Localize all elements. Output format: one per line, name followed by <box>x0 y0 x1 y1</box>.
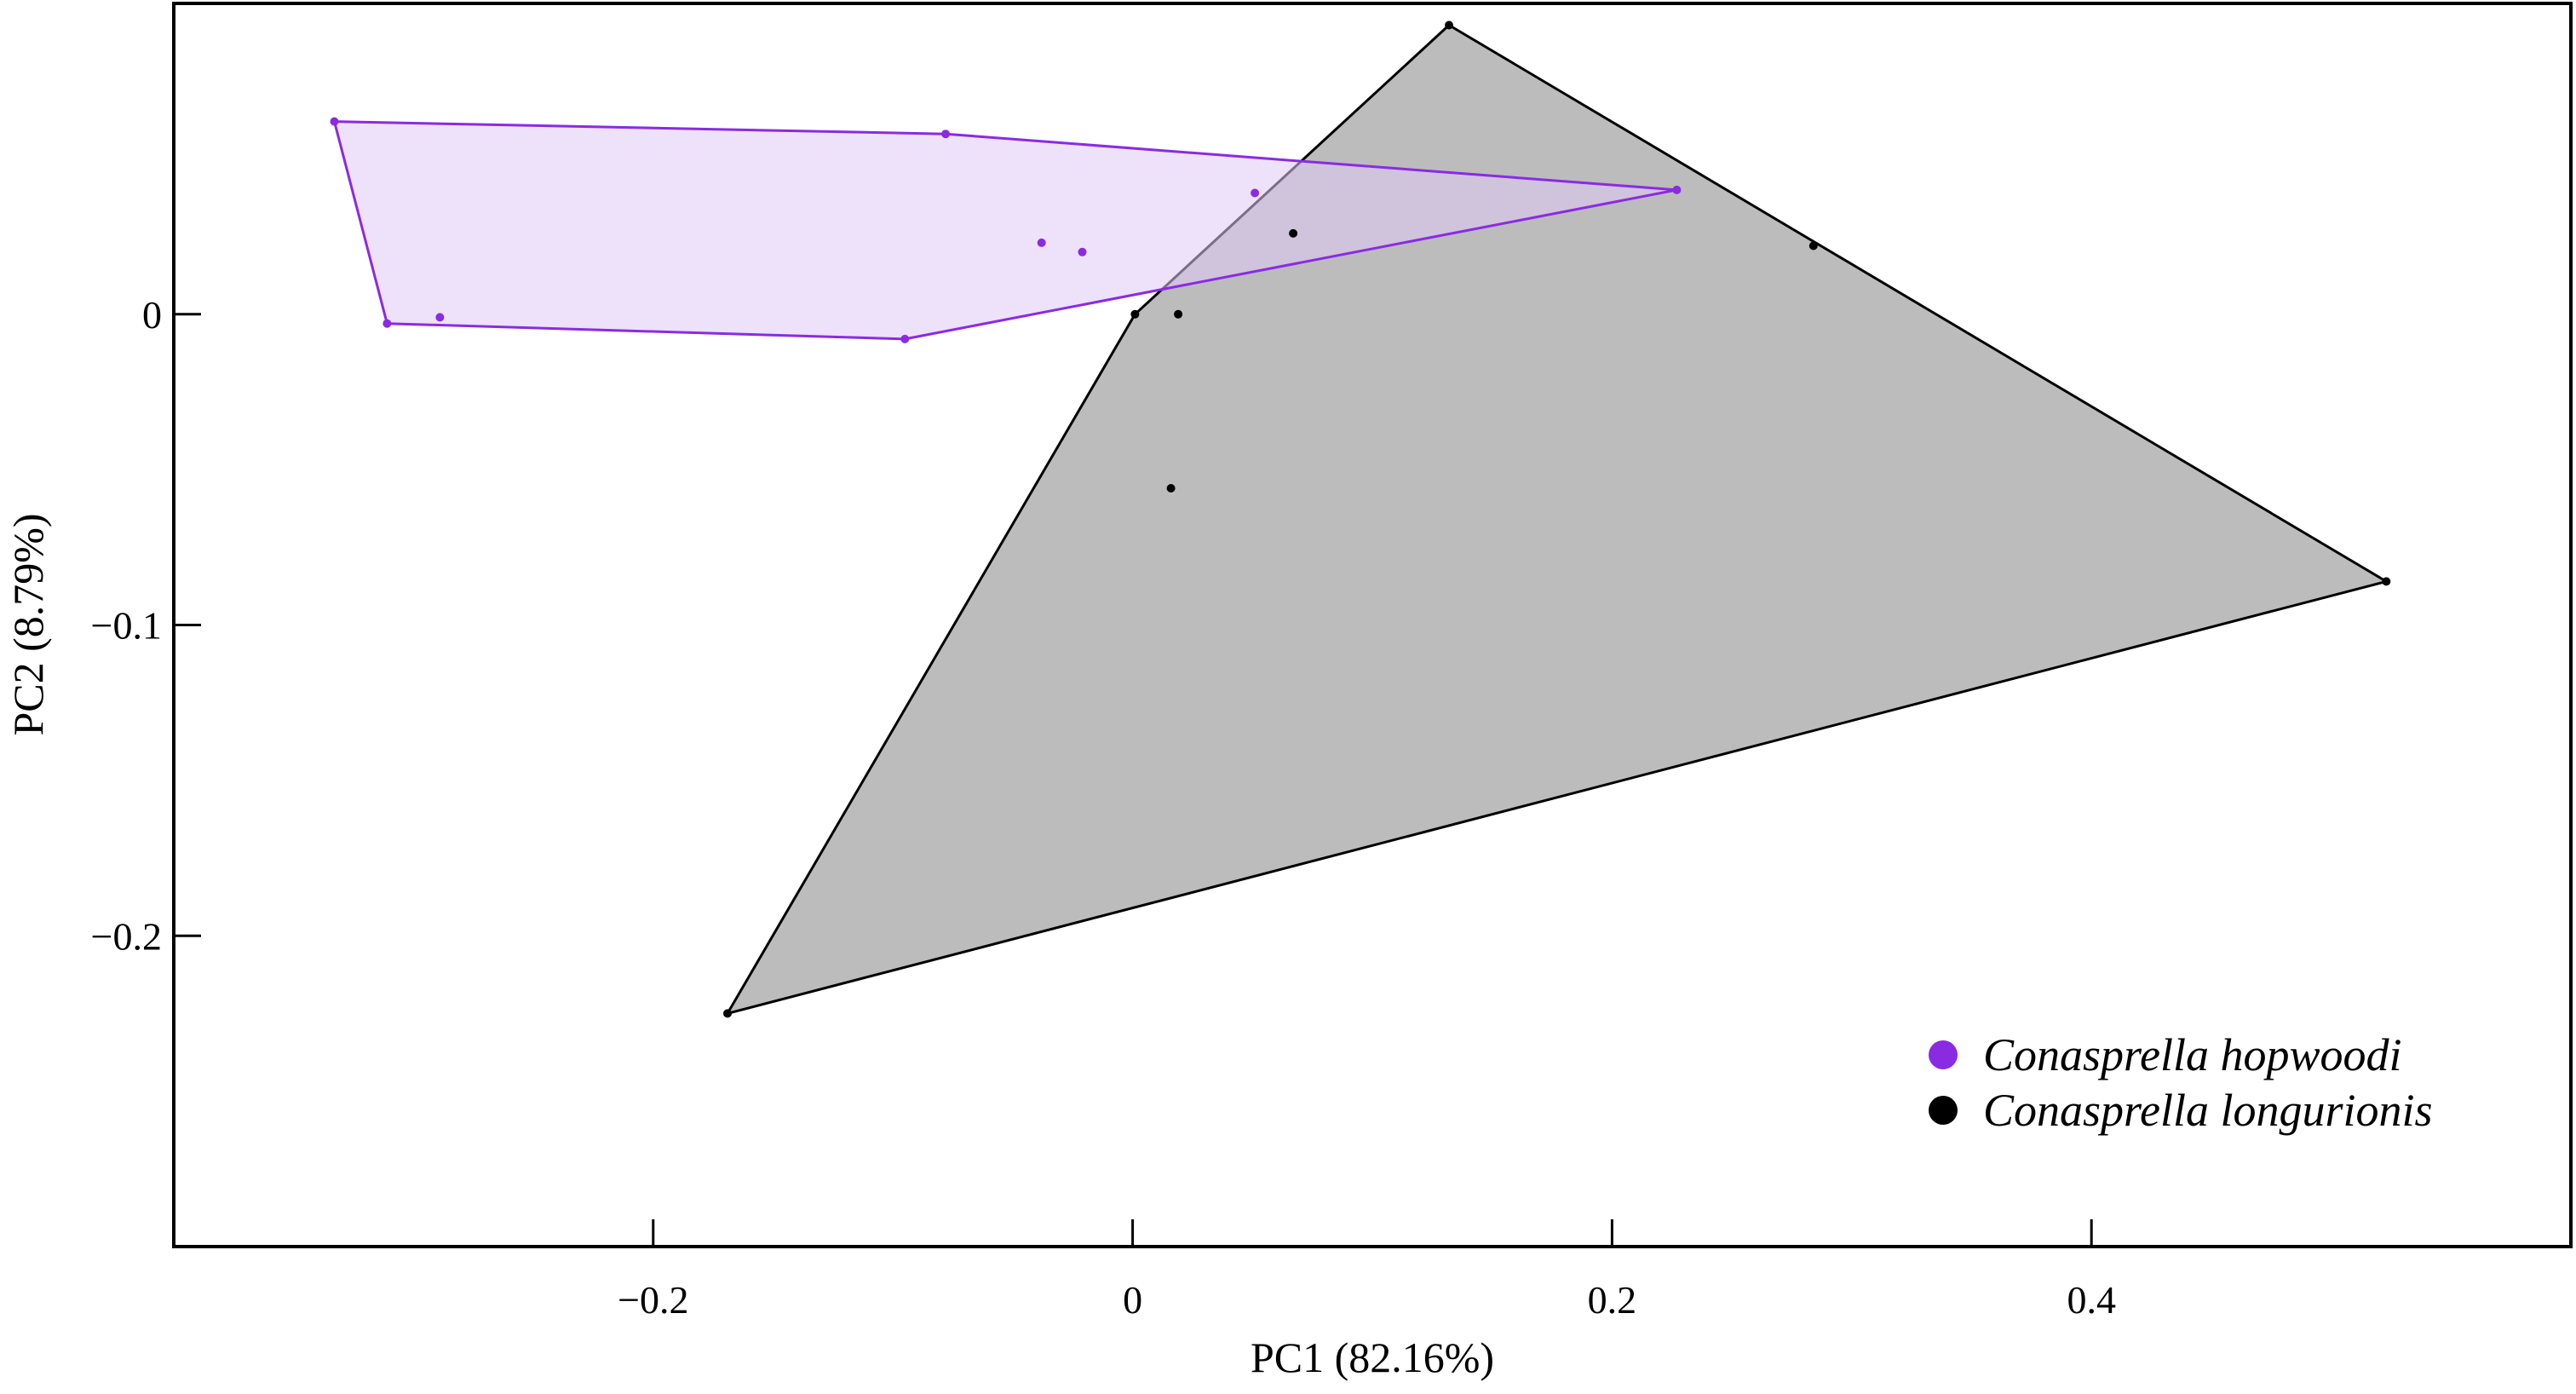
point-hopwoodi-8 <box>900 334 910 343</box>
y-tick-label-2: −0.2 <box>91 914 162 958</box>
hull-layer <box>333 24 2388 1015</box>
point-longurionis-1 <box>1289 228 1298 238</box>
x-tick-label-3: 0.4 <box>2067 1278 2116 1322</box>
point-longurionis-0 <box>1445 20 1453 30</box>
point-longurionis-2 <box>1808 241 1818 251</box>
point-longurionis-7 <box>723 1009 732 1018</box>
y-tick-label-1: −0.1 <box>91 604 162 648</box>
x-axis-title: PC1 (82.16%) <box>1251 1334 1494 1381</box>
legend-label-hopwoodi: Conasprella hopwoodi <box>1983 1029 2402 1080</box>
legend-marker-longurionis <box>1929 1096 1958 1125</box>
point-hopwoodi-2 <box>1672 185 1682 194</box>
legend-label-longurionis: Conasprella longurionis <box>1983 1085 2433 1136</box>
point-hopwoodi-1 <box>941 130 951 139</box>
point-hopwoodi-6 <box>382 319 392 328</box>
point-hopwoodi-3 <box>1251 188 1260 198</box>
point-hopwoodi-5 <box>1078 247 1087 256</box>
point-layer <box>330 20 2391 1018</box>
point-hopwoodi-7 <box>435 313 445 322</box>
x-tick-label-2: 0.2 <box>1588 1278 1637 1322</box>
point-longurionis-5 <box>1166 484 1176 493</box>
y-axis-title: PC2 (8.79%) <box>4 513 52 735</box>
point-longurionis-4 <box>1174 309 1183 319</box>
point-hopwoodi-0 <box>330 117 339 126</box>
y-tick-label-0: 0 <box>142 293 162 337</box>
point-longurionis-3 <box>1130 309 1140 319</box>
x-tick-label-0: −0.2 <box>618 1278 688 1322</box>
legend: Conasprella hopwoodi Conasprella longuri… <box>1929 1029 2433 1136</box>
legend-marker-hopwoodi <box>1929 1040 1958 1069</box>
point-hopwoodi-4 <box>1037 238 1046 247</box>
point-longurionis-6 <box>2382 577 2391 586</box>
hull-hopwoodi <box>333 120 1678 341</box>
axis-layer: −0.2 0 0.2 0.4 0 −0.1 −0.2 <box>91 293 2116 1322</box>
x-tick-label-1: 0 <box>1123 1278 1142 1322</box>
